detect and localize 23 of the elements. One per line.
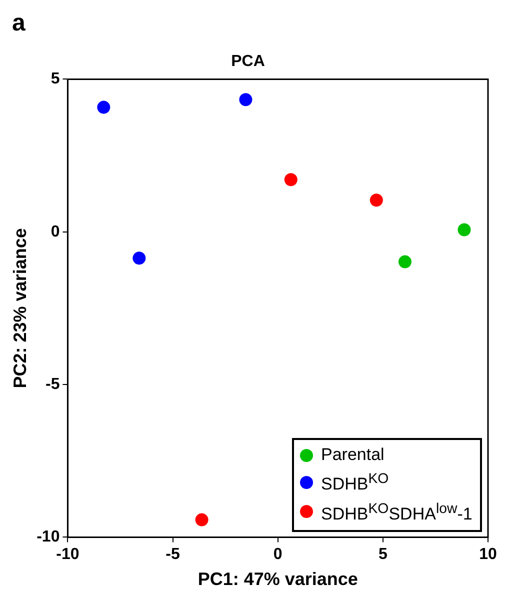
point xyxy=(398,255,412,268)
legend-label: SDHB$^{KO}$ xyxy=(321,470,389,496)
x-tick-label: 0 xyxy=(273,546,282,564)
point xyxy=(239,93,252,106)
x-tick-label: 10 xyxy=(479,546,497,564)
x-tick-label: 5 xyxy=(378,546,388,564)
x-tick-label: -5 xyxy=(166,546,180,564)
y-tick-label: -10 xyxy=(36,528,60,546)
legend-label: SDHB$^{KO}$SDHA$^{low}$-1 xyxy=(321,500,472,526)
y-tick-label: 0 xyxy=(50,223,60,240)
point xyxy=(195,513,208,526)
chart-title: PCA xyxy=(231,53,266,70)
point xyxy=(370,194,383,207)
point xyxy=(97,100,110,114)
text: a xyxy=(12,10,26,37)
point xyxy=(132,252,146,265)
point xyxy=(284,173,298,186)
y-tick-label: -5 xyxy=(45,376,60,393)
point xyxy=(458,223,471,236)
y-tick-label: 5 xyxy=(50,70,60,88)
x-axis-title: PC1: 47% variance xyxy=(198,569,358,590)
legend-label: Parental xyxy=(321,444,384,466)
y-axis-title: PC2: 23% variance xyxy=(10,228,30,388)
